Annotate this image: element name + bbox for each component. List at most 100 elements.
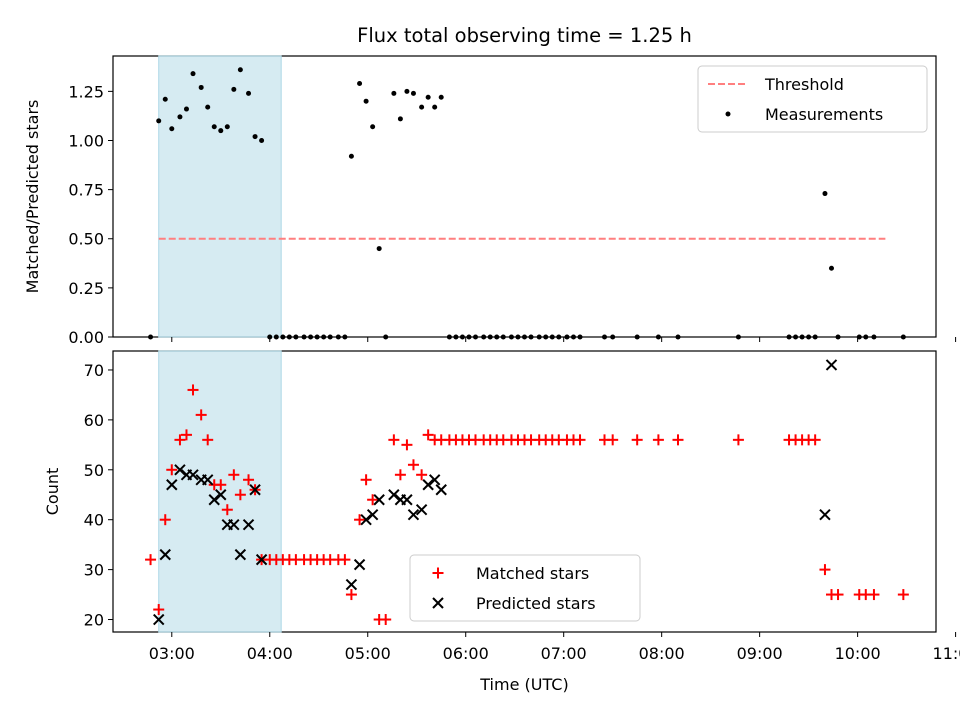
legend-predicted-marker bbox=[432, 597, 444, 609]
bottom-y-ticks: 20 30 40 50 60 70 bbox=[84, 361, 113, 630]
matched-star-point bbox=[215, 479, 227, 491]
measurement-point bbox=[500, 334, 506, 340]
measurement-point bbox=[376, 246, 382, 252]
predicted-stars-points bbox=[153, 359, 838, 626]
measurement-point bbox=[432, 104, 438, 110]
measurement-point bbox=[156, 118, 162, 124]
predicted-star-point bbox=[242, 518, 255, 531]
matched-star-point bbox=[174, 434, 186, 446]
predicted-star-point bbox=[159, 548, 171, 561]
x-tick-label: 10:00 bbox=[835, 644, 881, 663]
y-tick-label: 1.25 bbox=[68, 82, 104, 101]
measurement-point bbox=[410, 90, 416, 96]
measurement-point bbox=[190, 71, 196, 77]
matched-star-point bbox=[732, 434, 744, 446]
y-tick-label: 40 bbox=[84, 511, 104, 530]
measurement-point bbox=[570, 334, 576, 340]
y-tick-label: 20 bbox=[84, 611, 104, 630]
measurement-point bbox=[735, 334, 741, 340]
x-tick-label: 08:00 bbox=[639, 644, 685, 663]
measurement-point bbox=[494, 334, 500, 340]
measurement-point bbox=[293, 334, 299, 340]
predicted-star-point bbox=[373, 494, 385, 506]
bottom-x-ticks: 03:00 04:00 05:00 06:00 07:00 08:00 09:00 10:00… bbox=[149, 632, 960, 663]
measurement-point bbox=[799, 334, 805, 340]
measurement-point bbox=[357, 81, 363, 87]
predicted-star-point bbox=[255, 553, 268, 566]
measurement-point bbox=[335, 334, 341, 340]
matched-star-point bbox=[187, 384, 199, 396]
measurement-point bbox=[308, 334, 314, 340]
matched-star-point bbox=[243, 474, 255, 486]
matched-star-point bbox=[422, 429, 434, 441]
measurement-point bbox=[871, 334, 877, 340]
x-tick-label: 09:00 bbox=[737, 644, 783, 663]
measurement-point bbox=[211, 124, 217, 130]
measurement-point bbox=[453, 334, 459, 340]
measurement-point bbox=[198, 84, 204, 90]
top-subplot: 0.00 0.25 0.50 0.75 1.00 1.25 Matched/Predict… bbox=[23, 55, 957, 347]
matched-star-point bbox=[868, 589, 880, 601]
top-shaded-span bbox=[158, 55, 282, 338]
matched-star-point bbox=[360, 474, 372, 486]
matched-star-point bbox=[202, 434, 214, 446]
x-tick-label: 04:00 bbox=[247, 644, 293, 663]
measurement-point bbox=[252, 134, 258, 140]
matched-star-point bbox=[809, 434, 821, 446]
matched-star-point bbox=[652, 434, 664, 446]
bottom-y-axis-label: Count bbox=[43, 468, 62, 516]
y-tick-label: 50 bbox=[84, 461, 104, 480]
predicted-star-point bbox=[249, 484, 261, 496]
measurement-point bbox=[162, 96, 168, 102]
matched-star-point bbox=[145, 554, 157, 566]
x-tick-label: 07:00 bbox=[541, 644, 587, 663]
measurement-point bbox=[321, 334, 327, 340]
predicted-star-point bbox=[825, 359, 838, 371]
bottom-shaded-span bbox=[158, 350, 282, 633]
y-tick-label: 70 bbox=[84, 361, 104, 380]
matched-star-point bbox=[159, 514, 171, 526]
predicted-star-point bbox=[174, 464, 186, 476]
measurement-point bbox=[246, 90, 252, 96]
y-tick-label: 0.50 bbox=[68, 230, 104, 249]
measurement-point bbox=[218, 128, 224, 134]
measurement-point bbox=[806, 334, 812, 340]
matched-star-point bbox=[221, 504, 233, 516]
measurement-point bbox=[786, 334, 792, 340]
matched-star-point bbox=[180, 429, 192, 441]
measurement-point bbox=[655, 334, 661, 340]
predicted-star-point bbox=[166, 479, 178, 491]
measurement-point bbox=[383, 334, 389, 340]
predicted-star-point bbox=[153, 613, 165, 626]
matched-star-point bbox=[234, 489, 246, 501]
matched-star-point bbox=[388, 434, 400, 446]
y-tick-label: 0.25 bbox=[68, 279, 104, 298]
matched-star-point bbox=[897, 589, 909, 601]
x-axis-label: Time (UTC) bbox=[479, 675, 568, 694]
measurement-point bbox=[438, 94, 444, 100]
bottom-legend-box bbox=[409, 554, 641, 622]
matched-star-point bbox=[819, 564, 831, 576]
predicted-star-point bbox=[360, 513, 372, 526]
predicted-star-point bbox=[353, 558, 366, 571]
predicted-star-point bbox=[428, 474, 441, 486]
measurement-point bbox=[273, 334, 279, 340]
chart-title: Flux total observing time = 1.25 h bbox=[357, 24, 692, 47]
measurement-point bbox=[259, 137, 265, 143]
observing-span bbox=[158, 350, 282, 633]
measurement-point bbox=[314, 334, 320, 340]
measurement-point bbox=[863, 334, 869, 340]
measurement-point bbox=[177, 114, 183, 120]
predicted-star-point bbox=[415, 504, 428, 516]
measurement-point bbox=[828, 265, 834, 271]
y-tick-label: 0.75 bbox=[68, 181, 104, 200]
measurement-point bbox=[348, 153, 354, 159]
measurement-point bbox=[900, 334, 906, 340]
matched-star-point bbox=[354, 514, 366, 526]
measurement-point bbox=[286, 334, 292, 340]
matched-star-point bbox=[166, 464, 178, 476]
matched-star-point bbox=[407, 459, 419, 471]
measurement-point bbox=[822, 191, 828, 197]
bottom-plot-frame bbox=[112, 350, 937, 633]
matched-star-point bbox=[401, 439, 413, 451]
